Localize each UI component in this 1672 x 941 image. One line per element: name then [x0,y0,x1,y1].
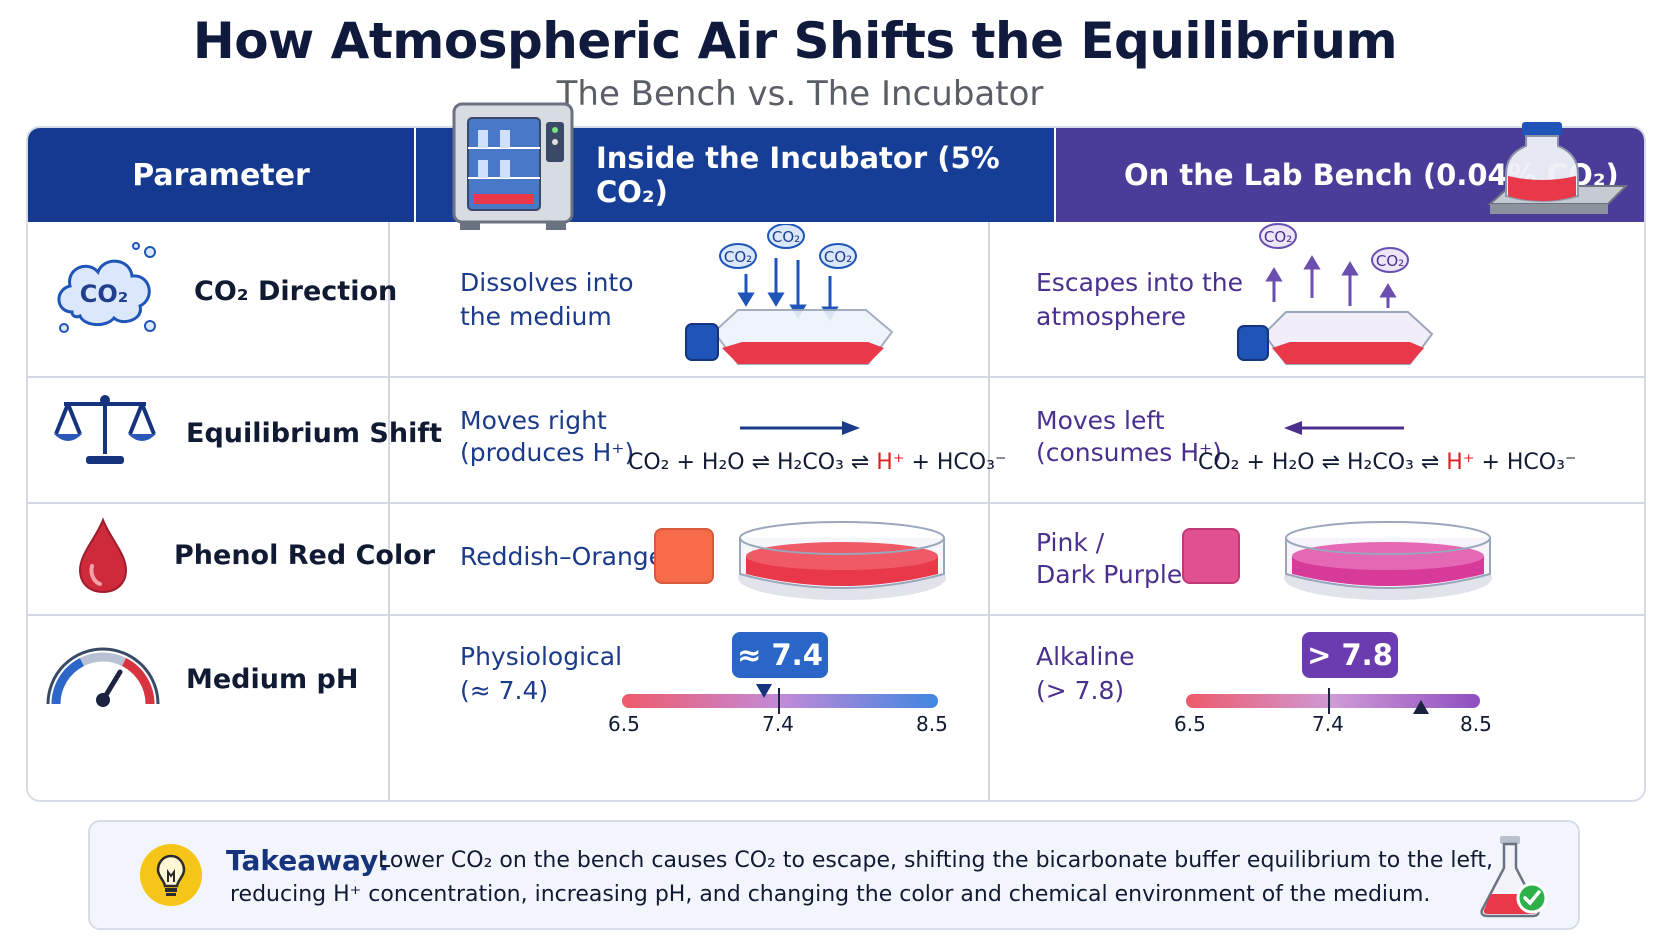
co2-bubble: CO₂ [1264,228,1292,246]
row-label-co2: CO₂ Direction [194,276,398,307]
incubator-ph-scale-bar [622,694,938,708]
bench-flask-co2-out-icon: CO₂ CO₂ [1237,223,1434,365]
row-divider [28,502,1644,504]
takeaway-title: Takeaway: [226,844,390,877]
incubator-ph-mid-tick [778,688,780,714]
right-arrow-icon [740,421,860,435]
incubator-ph-line1: Physiological [460,642,623,671]
page-title: How Atmospheric Air Shifts the Equilibri… [192,12,1398,70]
bench-equation: CO₂ + H₂O ⇌ H₂CO₃ ⇌ H⁺ + HCO₃⁻ [1198,450,1577,475]
lightbulb-icon [140,844,202,906]
incubator-phenol-text: Reddish–Orange [460,542,665,571]
bench-equilibrium-line1: Moves left [1036,406,1165,435]
column-divider [988,222,990,800]
blood-drop-icon [78,517,128,594]
row-label-phenol: Phenol Red Color [174,540,436,571]
incubator-ph-line2: (≈ 7.4) [460,676,549,705]
takeaway-line2: reducing H⁺ concentration, increasing pH… [230,882,1431,907]
bench-ph-marker [1413,700,1430,714]
equation-part1: CO₂ + H₂O ⇌ H₂CO₃ ⇌ [628,450,877,475]
row-divider [28,376,1644,378]
takeaway-line1: Lower CO₂ on the bench causes CO₂ to esc… [378,848,1493,873]
co2-bubble: CO₂ [772,228,800,246]
bench-phenol-line2: Dark Purple [1036,560,1183,589]
bench-equilibrium-line2: (consumes H⁺) [1036,438,1222,467]
bench-ph-scale-bar [1186,694,1480,708]
incubator-co2-text: Dissolves into the medium [460,268,634,331]
column-divider [388,222,390,800]
bench-ph-line2: (> 7.8) [1036,676,1125,705]
flask-check-icon [1480,836,1548,918]
bench-ph-min: 6.5 [1174,712,1206,736]
incubator-petri-dish-icon [738,521,946,600]
equation-part1: CO₂ + H₂O ⇌ H₂CO₃ ⇌ [1198,450,1447,475]
bench-color-swatch [1182,528,1240,584]
bench-ph-line1: Alkaline [1036,642,1135,671]
incubator-icon [452,102,574,230]
incubator-flask-co2-in-icon: CO₂ CO₂ CO₂ [685,224,894,365]
incubator-equilibrium-line1: Moves right [460,406,607,435]
bench-ph-max: 8.5 [1460,712,1492,736]
equation-hplus: H⁺ [876,450,905,475]
co2-bubble: CO₂ [724,248,752,266]
bottle-on-plate-icon [1487,122,1629,214]
takeaway-box: Takeaway: Lower CO₂ on the bench causes … [88,820,1580,930]
bench-ph-badge: > 7.8 [1302,632,1398,678]
incubator-color-swatch [654,528,714,584]
incubator-equation: CO₂ + H₂O ⇌ H₂CO₃ ⇌ H⁺ + HCO₃⁻ [628,450,1007,475]
co2-bubble: CO₂ [824,248,852,266]
incubator-ph-max: 8.5 [916,712,948,736]
equation-part2: + HCO₃⁻ [904,450,1007,475]
gauge-icon [46,647,160,707]
incubator-ph-min: 6.5 [608,712,640,736]
bench-phenol-line1: Pink / [1036,528,1105,557]
bench-petri-dish-icon [1284,521,1492,600]
row-label-equilibrium: Equilibrium Shift [186,418,442,449]
bench-ph-mid: 7.4 [1312,712,1344,736]
incubator-ph-mid: 7.4 [762,712,794,736]
left-arrow-icon [1284,421,1404,435]
row-divider [28,614,1644,616]
equation-hplus: H⁺ [1446,450,1475,475]
co2-bubble: CO₂ [1376,252,1404,270]
incubator-ph-marker [756,684,773,698]
header-parameter: Parameter [28,128,414,222]
incubator-equilibrium-line2: (produces H⁺) [460,438,635,467]
row-label-ph: Medium pH [186,664,359,695]
incubator-ph-badge: ≈ 7.4 [732,632,828,678]
equation-part2: + HCO₃⁻ [1474,450,1577,475]
page-subtitle: The Bench vs. The Incubator [556,74,1044,114]
co2-cloud-text: CO₂ [80,280,129,308]
bench-ph-mid-tick [1328,688,1330,714]
co2-cloud-icon: CO₂ [57,242,156,333]
bench-co2-text: Escapes into the atmosphere [1036,268,1243,331]
comparison-table: Parameter Inside the Incubator (5% CO₂) … [26,126,1646,802]
balance-scale-icon [54,395,156,464]
